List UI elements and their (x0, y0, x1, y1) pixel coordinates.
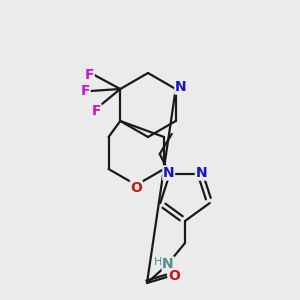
Text: N: N (162, 257, 174, 271)
Text: O: O (168, 269, 180, 283)
Text: N: N (196, 166, 207, 180)
Text: F: F (85, 68, 94, 82)
Text: O: O (130, 181, 142, 195)
Text: N: N (163, 166, 175, 180)
Text: F: F (80, 84, 90, 98)
Text: F: F (92, 104, 101, 118)
Text: N: N (175, 80, 187, 94)
Text: H: H (154, 257, 162, 267)
